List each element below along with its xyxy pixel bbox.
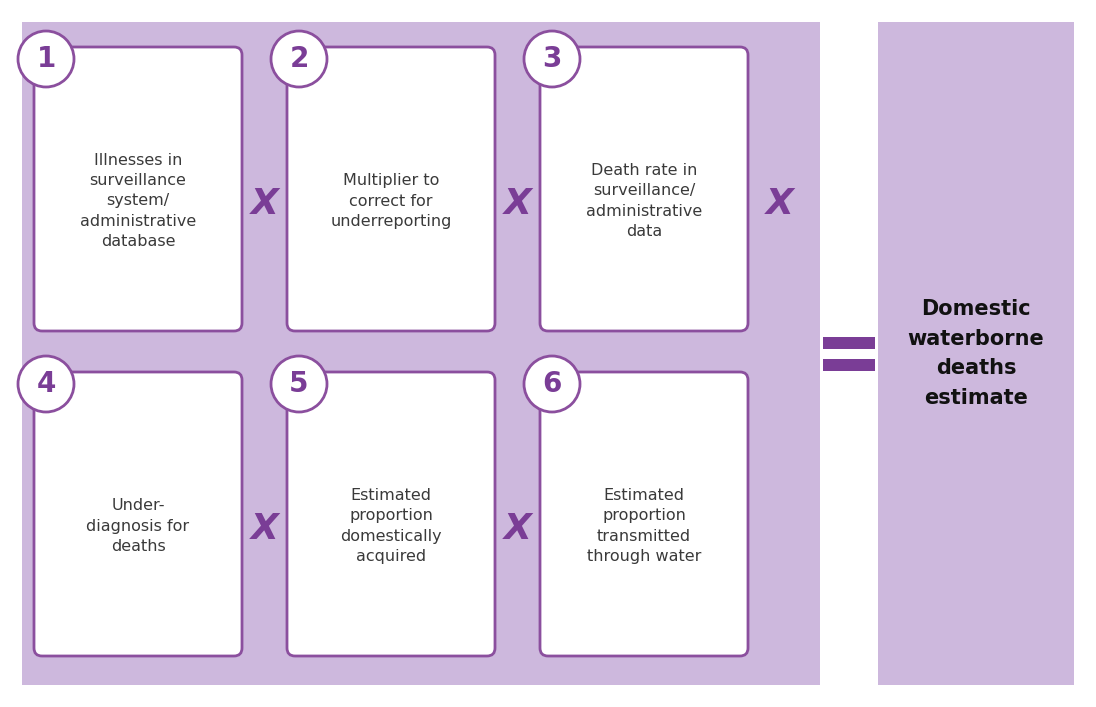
Text: Estimated
proportion
domestically
acquired: Estimated proportion domestically acquir… [340,488,442,564]
Text: 2: 2 [289,45,309,73]
Text: Illnesses in
surveillance
system/
administrative
database: Illnesses in surveillance system/ admini… [80,153,196,250]
Text: Multiplier to
correct for
underreporting: Multiplier to correct for underreporting [330,173,452,229]
Bar [823,337,875,349]
Text: Domestic
waterborne
deaths
estimate: Domestic waterborne deaths estimate [907,299,1044,408]
Text: X: X [251,187,278,221]
Text: X: X [503,512,532,546]
Circle shape [271,31,327,87]
FancyBboxPatch shape [878,22,1074,685]
Text: 3: 3 [543,45,561,73]
Text: 1: 1 [36,45,56,73]
Bar [823,358,875,370]
Circle shape [524,31,580,87]
FancyBboxPatch shape [287,372,495,656]
Text: Under-
diagnosis for
deaths: Under- diagnosis for deaths [87,498,190,554]
FancyBboxPatch shape [34,47,242,331]
Text: X: X [766,187,794,221]
Text: X: X [251,512,278,546]
Circle shape [271,356,327,412]
FancyBboxPatch shape [540,372,747,656]
Circle shape [524,356,580,412]
Text: Estimated
proportion
transmitted
through water: Estimated proportion transmitted through… [586,488,701,564]
Circle shape [18,356,75,412]
Text: 5: 5 [289,370,309,398]
FancyBboxPatch shape [22,22,820,685]
FancyBboxPatch shape [34,372,242,656]
Text: Death rate in
surveillance/
administrative
data: Death rate in surveillance/ administrati… [586,163,703,239]
Text: X: X [503,187,532,221]
FancyBboxPatch shape [287,47,495,331]
Text: 6: 6 [543,370,561,398]
Circle shape [18,31,75,87]
FancyBboxPatch shape [540,47,747,331]
Text: 4: 4 [36,370,56,398]
